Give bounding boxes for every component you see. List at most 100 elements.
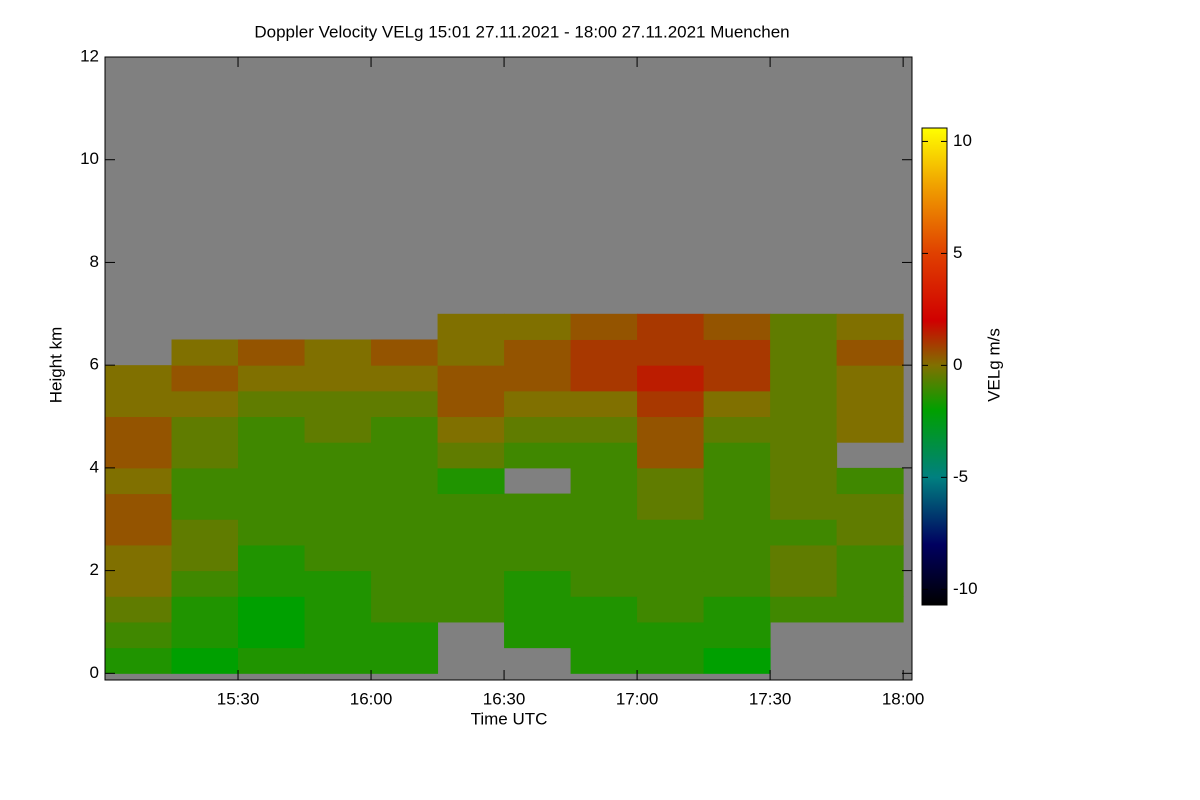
heatmap-cell [770,442,838,469]
heatmap-cell [437,596,505,623]
heatmap-cell [570,647,638,674]
y-axis-label: Height km [46,327,65,404]
heatmap-cell [105,596,173,623]
heatmap-cell [105,467,173,495]
colorbar-label: VELg m/s [984,328,1003,402]
heatmap-cell [171,493,239,520]
heatmap-cell [570,596,638,623]
x-tick-label: 15:30 [217,689,260,708]
heatmap-cell [637,519,705,546]
heatmap-cell [105,544,173,572]
heatmap-cell [570,467,638,495]
heatmap-cell [703,647,771,674]
heatmap-cell [238,596,306,623]
heatmap-cell [171,467,239,495]
heatmap-cell [637,493,705,520]
x-tick-label: 16:00 [350,689,393,708]
heatmap-cell [770,570,838,597]
heatmap-cell [371,596,439,623]
heatmap-cell [371,493,439,520]
heatmap-cell [703,442,771,469]
heatmap-cell [304,365,372,392]
heatmap-cell [171,596,239,623]
y-tick-label: 6 [90,355,99,374]
heatmap-cell [836,365,904,392]
heatmap-cell [238,339,306,366]
heatmap-cell [703,339,771,366]
colorbar [921,127,948,606]
heatmap-cell [637,390,705,418]
heatmap-cell [504,313,572,340]
heatmap-cell [304,467,372,495]
heatmap-cell [105,390,173,418]
heatmap-cell [570,365,638,392]
heatmap-cell [238,544,306,572]
heatmap-cell [304,493,372,520]
heatmap-cell [504,596,572,623]
heatmap-cell [770,390,838,418]
heatmap-cell [437,365,505,392]
x-tick-label: 17:30 [749,689,792,708]
heatmap-cell [836,467,904,495]
heatmap-cell [504,570,572,597]
heatmap-cell [703,493,771,520]
heatmap-cell [238,647,306,674]
heatmap-cell [703,416,771,443]
heatmap-cell [105,493,173,520]
heatmap-cell [703,570,771,597]
heatmap-cell [304,596,372,623]
heatmap-cell [437,467,505,495]
heatmap-cell [437,313,505,340]
heatmap-cell [238,416,306,443]
heatmap-cell [371,390,439,418]
heatmap-cell [238,570,306,597]
heatmap-cell [836,416,904,443]
x-tick-label: 18:00 [882,689,925,708]
colorbar-tick-label: 0 [953,355,962,374]
heatmap-cell [836,519,904,546]
heatmap-cell [371,570,439,597]
colorbar-tick-label: -5 [953,467,968,486]
heatmap-cell [570,339,638,366]
heatmap-cell [238,365,306,392]
heatmap-cell [570,570,638,597]
heatmap-cell [105,621,173,649]
colorbar-tick-label: -10 [953,579,978,598]
heatmap-cell [504,493,572,520]
heatmap-cell [836,339,904,366]
heatmap-cell [171,570,239,597]
heatmap-cell [437,570,505,597]
colorbar-tick-label: 10 [953,131,972,150]
plot-frame [104,56,913,681]
heatmap-cell [637,365,705,392]
y-tick-label: 4 [90,457,99,476]
heatmap-cell [703,596,771,623]
y-tick-label: 10 [80,149,99,168]
heatmap-cell [570,621,638,649]
heatmap-cell [703,519,771,546]
heatmap-cell [238,519,306,546]
heatmap-cell [570,544,638,572]
heatmap-cell [770,493,838,520]
heatmap-cell [371,647,439,674]
heatmap-cell [504,416,572,443]
heatmap-cell [171,544,239,572]
heatmap-cell [637,596,705,623]
heatmap-cell [437,544,505,572]
heatmap-cell [238,390,306,418]
heatmap-cell [437,519,505,546]
heatmap-cell [504,621,572,649]
heatmap-cell [171,339,239,366]
heatmap-cell [238,442,306,469]
heatmap-cell [304,621,372,649]
y-tick-label: 12 [80,46,99,65]
heatmap-cell [171,647,239,674]
heatmap-cell [105,570,173,597]
heatmap-cell [171,390,239,418]
heatmap-cell [171,442,239,469]
heatmap-cell [504,339,572,366]
heatmap-cell [504,544,572,572]
heatmap-cell [770,519,838,546]
heatmap-cell [171,621,239,649]
